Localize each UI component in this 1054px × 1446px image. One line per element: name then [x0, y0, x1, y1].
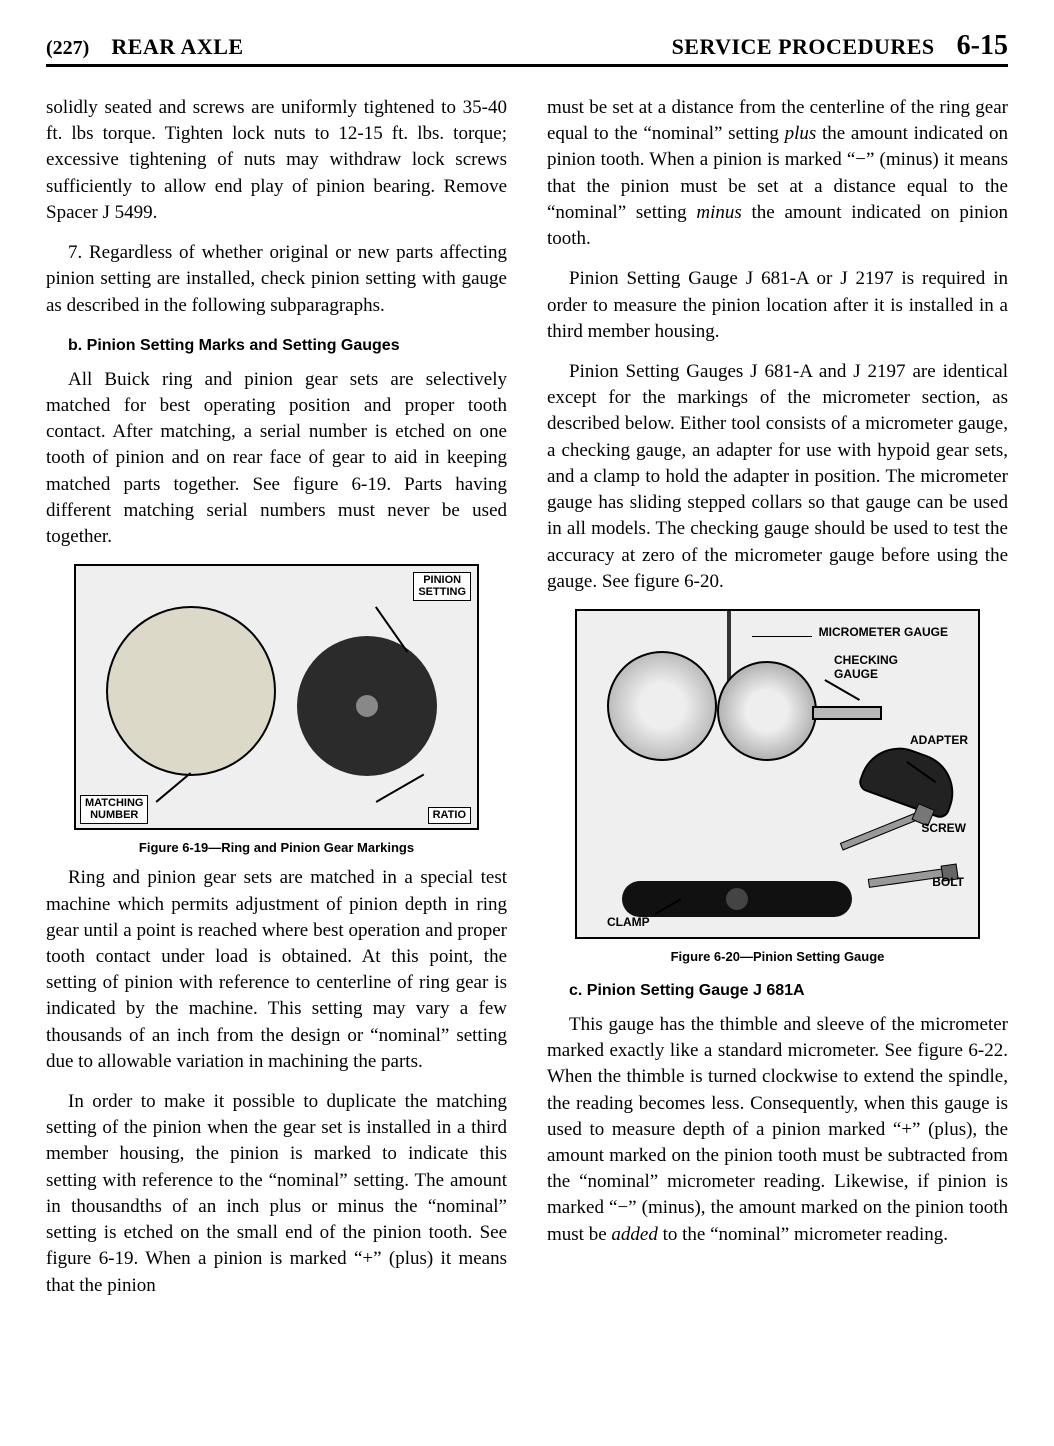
para-5: In order to make it possible to duplicat…	[46, 1089, 507, 1299]
em-added: added	[611, 1224, 657, 1245]
screw-icon	[840, 809, 926, 850]
em-plus: plus	[785, 123, 817, 144]
label-screw: SCREW	[921, 821, 966, 835]
label-pinion-setting: PINION SETTING	[413, 572, 471, 601]
figure-6-19-caption: Figure 6-19—Ring and Pinion Gear Marking…	[46, 840, 507, 855]
para-r4-b: to the “nominal” micrometer reading.	[658, 1224, 948, 1245]
para-r3: Pinion Setting Gauges J 681-A and J 2197…	[547, 359, 1008, 595]
figure-6-19: PINION SETTING MATCHING NUMBER RATIO Fig…	[46, 564, 507, 855]
para-1: solidly seated and screws are uniformly …	[46, 95, 507, 226]
label-ratio: RATIO	[428, 807, 471, 825]
section-number: 6-15	[957, 30, 1008, 62]
para-4: Ring and pinion gear sets are matched in…	[46, 865, 507, 1075]
figure-6-20: MICROMETER GAUGE CHECKING GAUGE ADAPTER …	[547, 609, 1008, 964]
gauge-shaft-icon	[812, 706, 882, 720]
label-adapter: ADAPTER	[910, 733, 968, 747]
subhead-c: c. Pinion Setting Gauge J 681A	[569, 982, 1008, 1000]
ring-gear-face-icon	[106, 606, 276, 776]
figure-6-19-image: PINION SETTING MATCHING NUMBER RATIO	[74, 564, 479, 830]
para-r4-a: This gauge has the thimble and sleeve of…	[547, 1014, 1008, 1245]
header-left: (227) REAR AXLE	[46, 34, 244, 60]
leader-line-icon	[752, 636, 812, 638]
leader-line-icon	[825, 679, 860, 700]
gauge-disc-icon	[607, 651, 717, 761]
adapter-icon	[856, 736, 964, 820]
para-r1: must be set at a distance from the cente…	[547, 95, 1008, 252]
header-right-title: SERVICE PROCEDURES	[672, 34, 935, 60]
em-minus: minus	[696, 202, 741, 223]
leader-line-icon	[376, 774, 424, 803]
header-right: SERVICE PROCEDURES 6-15	[672, 30, 1008, 62]
page-header: (227) REAR AXLE SERVICE PROCEDURES 6-15	[46, 30, 1008, 67]
para-2: 7. Regardless of whether original or new…	[46, 240, 507, 319]
left-column: solidly seated and screws are uniformly …	[46, 95, 507, 1313]
label-micrometer: MICROMETER GAUGE	[819, 625, 948, 639]
para-r2: Pinion Setting Gauge J 681-A or J 2197 i…	[547, 266, 1008, 345]
gauge-disc-icon	[717, 661, 817, 761]
content-columns: solidly seated and screws are uniformly …	[46, 95, 1008, 1313]
micrometer-rod-icon	[727, 611, 731, 681]
right-column: must be set at a distance from the cente…	[547, 95, 1008, 1313]
header-left-title: REAR AXLE	[111, 34, 243, 60]
figure-6-20-caption: Figure 6-20—Pinion Setting Gauge	[547, 949, 1008, 964]
para-r4: This gauge has the thimble and sleeve of…	[547, 1012, 1008, 1248]
page-number: (227)	[46, 37, 89, 60]
subhead-b: b. Pinion Setting Marks and Setting Gaug…	[68, 337, 507, 355]
pinion-gear-icon	[297, 636, 437, 776]
label-clamp: CLAMP	[607, 915, 650, 929]
figure-6-20-image: MICROMETER GAUGE CHECKING GAUGE ADAPTER …	[575, 609, 980, 939]
label-checking-gauge: CHECKING GAUGE	[834, 653, 898, 681]
label-bolt: BOLT	[932, 875, 964, 889]
label-matching-number: MATCHING NUMBER	[80, 795, 148, 824]
para-3: All Buick ring and pinion gear sets are …	[46, 367, 507, 551]
